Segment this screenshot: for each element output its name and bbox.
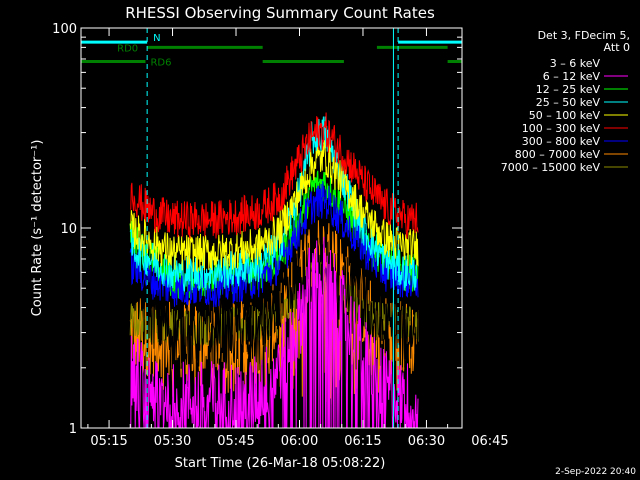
series-line-5 bbox=[130, 112, 419, 239]
x-tick-label-4: 06:15 bbox=[344, 434, 381, 449]
series-line-3 bbox=[129, 116, 419, 292]
y-tick-label-0: 1 bbox=[69, 422, 77, 437]
legend-entry-2: 12 – 25 keV bbox=[536, 83, 601, 96]
legend-entry-8: 7000 – 15000 keV bbox=[501, 161, 601, 174]
legend-entry-4: 50 – 100 keV bbox=[529, 109, 601, 122]
x-tick-label-2: 05:45 bbox=[217, 434, 254, 449]
legend-header-0: Det 3, FDecim 5, bbox=[538, 29, 630, 42]
legend-header-1: Att 0 bbox=[604, 41, 630, 54]
plot-area bbox=[81, 28, 462, 428]
footer-date: 2-Sep-2022 20:40 bbox=[555, 467, 636, 477]
legend-entry-6: 300 – 800 keV bbox=[522, 135, 601, 148]
legend-entry-1: 6 – 12 keV bbox=[543, 70, 601, 83]
rd6-label: RD6 bbox=[150, 57, 171, 68]
x-tick-label-0: 05:15 bbox=[90, 434, 127, 449]
legend-entry-7: 800 – 7000 keV bbox=[515, 148, 601, 161]
x-tick-label-5: 06:30 bbox=[408, 434, 445, 449]
rd0-label: RD0 bbox=[117, 43, 138, 54]
chart-title: RHESSI Observing Summary Count Rates bbox=[125, 4, 435, 22]
y-tick-label-2: 100 bbox=[52, 22, 77, 37]
y-tick-label-1: 10 bbox=[60, 222, 77, 237]
x-tick-label-6: 06:45 bbox=[471, 434, 508, 449]
x-tick-label-3: 06:00 bbox=[281, 434, 318, 449]
series-line-1 bbox=[130, 236, 419, 428]
series-line-4 bbox=[129, 140, 419, 273]
x-axis-label: Start Time (26-Mar-18 05:08:22) bbox=[175, 456, 386, 471]
x-tick-label-1: 05:30 bbox=[154, 434, 191, 449]
y-axis-label: Count Rate (s⁻¹ detector⁻¹) bbox=[30, 140, 45, 317]
axes: 05:15 05:30 05:45 06:00 06:15 06:30 06:45 1 10 10… bbox=[52, 22, 508, 449]
night-label: N bbox=[153, 33, 160, 44]
legend-entry-5: 100 – 300 keV bbox=[522, 122, 601, 135]
legend-entry-0: 3 – 6 keV bbox=[550, 57, 601, 70]
legend-entry-3: 25 – 50 keV bbox=[536, 96, 601, 109]
